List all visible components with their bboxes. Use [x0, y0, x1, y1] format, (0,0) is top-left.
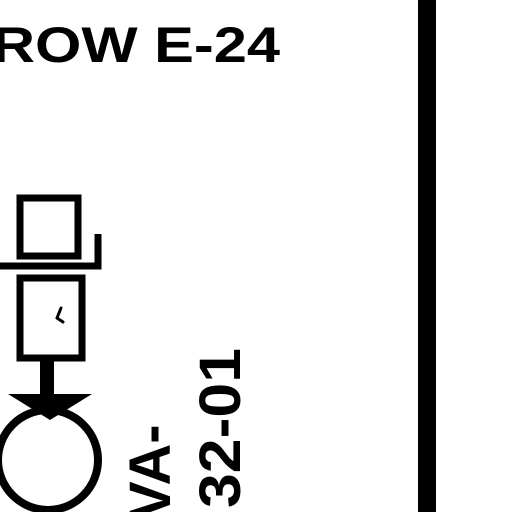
- vertical-divider-line: [418, 0, 436, 512]
- valve-tag-number: 32-01: [188, 348, 253, 508]
- row-heading: ROW E-24: [0, 17, 280, 73]
- valve-tag-prefix: VA-: [118, 424, 183, 512]
- valve-stem: [40, 356, 54, 396]
- valve-body-tick: [55, 306, 65, 324]
- valve-circle: [0, 406, 102, 512]
- actuator-square: [16, 194, 82, 260]
- actuator-bracket: [0, 234, 102, 270]
